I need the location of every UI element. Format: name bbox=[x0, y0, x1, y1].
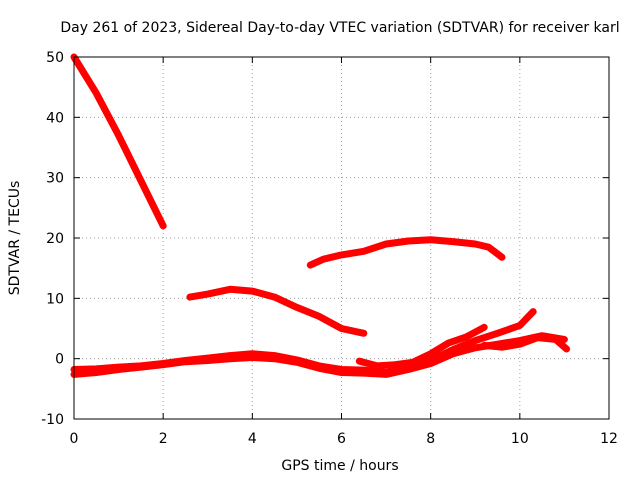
series-line-arc-6 bbox=[355, 323, 488, 370]
series-line-arc-3 bbox=[306, 236, 506, 269]
x-tick-label: 12 bbox=[600, 431, 618, 447]
series-line-arc-2 bbox=[186, 285, 368, 337]
x-tick-labels: 0 2 4 6 8 10 12 bbox=[70, 431, 618, 447]
y-tick-label: 30 bbox=[46, 171, 64, 187]
series-line-arc-1 bbox=[70, 53, 167, 230]
y-axis-label: SDTVAR / TECUs bbox=[7, 181, 23, 296]
y-tick-label: 10 bbox=[46, 291, 64, 307]
y-tick-label: -10 bbox=[41, 412, 64, 428]
x-axis-label: GPS time / hours bbox=[281, 458, 398, 474]
ticks bbox=[73, 56, 610, 420]
x-tick-label: 2 bbox=[159, 431, 168, 447]
y-tick-label: 20 bbox=[46, 231, 64, 247]
x-tick-label: 0 bbox=[70, 431, 79, 447]
y-tick-labels: -10 0 10 20 30 40 50 bbox=[41, 50, 64, 428]
x-tick-label: 6 bbox=[337, 431, 346, 447]
series-line-arc-7 bbox=[480, 334, 571, 353]
x-tick-label: 8 bbox=[426, 431, 435, 447]
y-tick-label: 50 bbox=[46, 50, 64, 66]
x-tick-label: 10 bbox=[511, 431, 529, 447]
chart-title: Day 261 of 2023, Sidereal Day-to-day VTE… bbox=[60, 20, 619, 36]
x-tick-label: 4 bbox=[248, 431, 257, 447]
series-group bbox=[70, 53, 571, 378]
y-tick-label: 40 bbox=[46, 110, 64, 126]
series-line-arc-5 bbox=[70, 332, 568, 378]
y-tick-label: 0 bbox=[55, 352, 64, 368]
